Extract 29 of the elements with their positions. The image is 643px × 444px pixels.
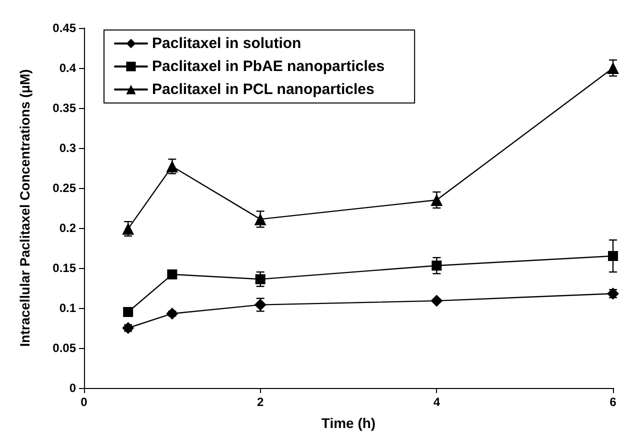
y-tick-label: 0.15 [52, 261, 76, 275]
legend-label: Paclitaxel in PbAE nanoparticles [152, 58, 385, 75]
y-tick-label: 0.25 [52, 181, 76, 195]
y-tick-label: 0.05 [52, 341, 76, 355]
y-tick-label: 0.3 [59, 141, 76, 155]
x-tick-label: 6 [610, 395, 617, 409]
x-tick-label: 0 [80, 395, 88, 409]
y-tick-label: 0.2 [59, 221, 76, 235]
point [430, 194, 443, 206]
point [166, 308, 178, 320]
y-tick-label: 0 [69, 381, 76, 395]
y-tick-label: 0.45 [52, 21, 76, 35]
legend-label: Paclitaxel in PCL nanoparticles [152, 81, 374, 98]
point [607, 62, 619, 74]
point [430, 294, 443, 307]
x-tick-label: 4 [433, 395, 440, 409]
x-axis-title: Time (h) [321, 415, 376, 431]
point [432, 260, 442, 271]
point [255, 274, 266, 284]
y-tick-label: 0.35 [52, 101, 76, 115]
point [608, 251, 618, 261]
legend-label: Paclitaxel in solution [152, 35, 302, 52]
point [167, 269, 178, 280]
y-tick-label: 0.1 [59, 301, 76, 315]
point [123, 307, 134, 317]
y-axis-title: Intracellular Paclitaxel Concentrations (μM) [18, 69, 32, 347]
point [254, 213, 266, 226]
y-tick-label: 0.4 [59, 61, 76, 75]
x-tick-label: 2 [256, 395, 264, 409]
